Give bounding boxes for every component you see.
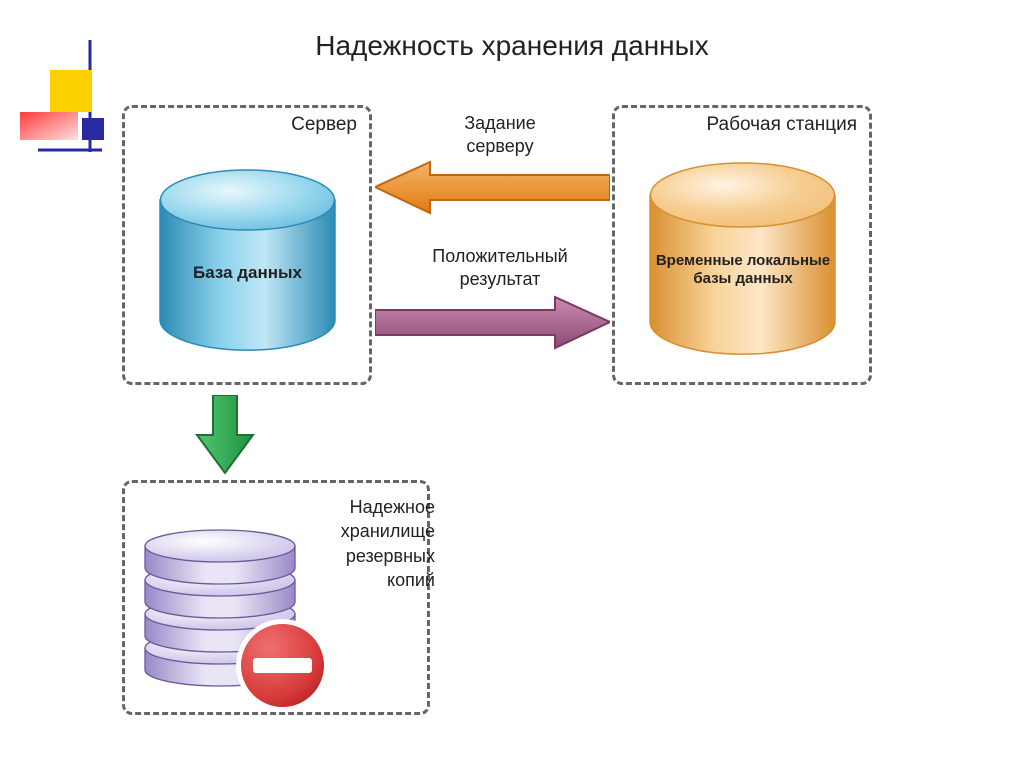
down-arrow — [195, 395, 255, 475]
db-cylinder: База данных — [155, 165, 340, 355]
backup-box-label: Надежное хранилище резервных копий — [305, 495, 435, 592]
temp-db-cylinder: Временные локальные базы данных — [645, 160, 840, 360]
server-box-label: Сервер — [125, 108, 369, 136]
db-cylinder-label: База данных — [155, 263, 340, 283]
response-arrow-label: Положительныйрезультат — [395, 245, 605, 290]
client-box-label: Рабочая станция — [615, 108, 869, 136]
temp-db-cylinder-label: Временные локальные базы данных — [653, 252, 833, 288]
response-arrow — [375, 295, 610, 350]
request-arrow-label: Заданиесерверу — [400, 112, 600, 157]
page-title: Надежность хранения данных — [0, 30, 1024, 62]
stop-icon — [235, 618, 330, 713]
request-arrow — [375, 160, 610, 215]
